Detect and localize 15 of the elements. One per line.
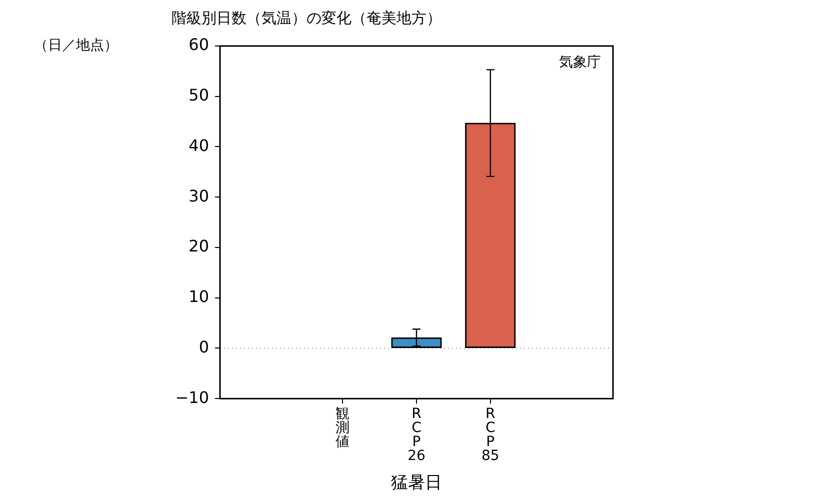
y-tick-label: 30 <box>188 186 209 206</box>
y-tick-label: −10 <box>175 388 209 407</box>
x-tick-label: 観測値 <box>336 406 350 450</box>
text: 気象庁 <box>559 54 601 71</box>
chart-title: 階級別日数（気温）の変化（奄美地方） <box>172 8 442 27</box>
y-tick-label: 10 <box>188 287 209 306</box>
x-tick-label: RCP85 <box>481 406 500 464</box>
y-tick-label: 20 <box>188 236 209 256</box>
x-axis-title: 猛暑日 <box>391 473 442 494</box>
y-tick-label: 60 <box>188 35 209 54</box>
y-axis-title: （日／地点） <box>34 38 118 54</box>
y-tick-label: 0 <box>198 337 209 356</box>
y-tick-label: 50 <box>188 86 209 105</box>
y-tick-label: 40 <box>188 136 209 155</box>
x-tick-label: RCP26 <box>408 406 426 464</box>
